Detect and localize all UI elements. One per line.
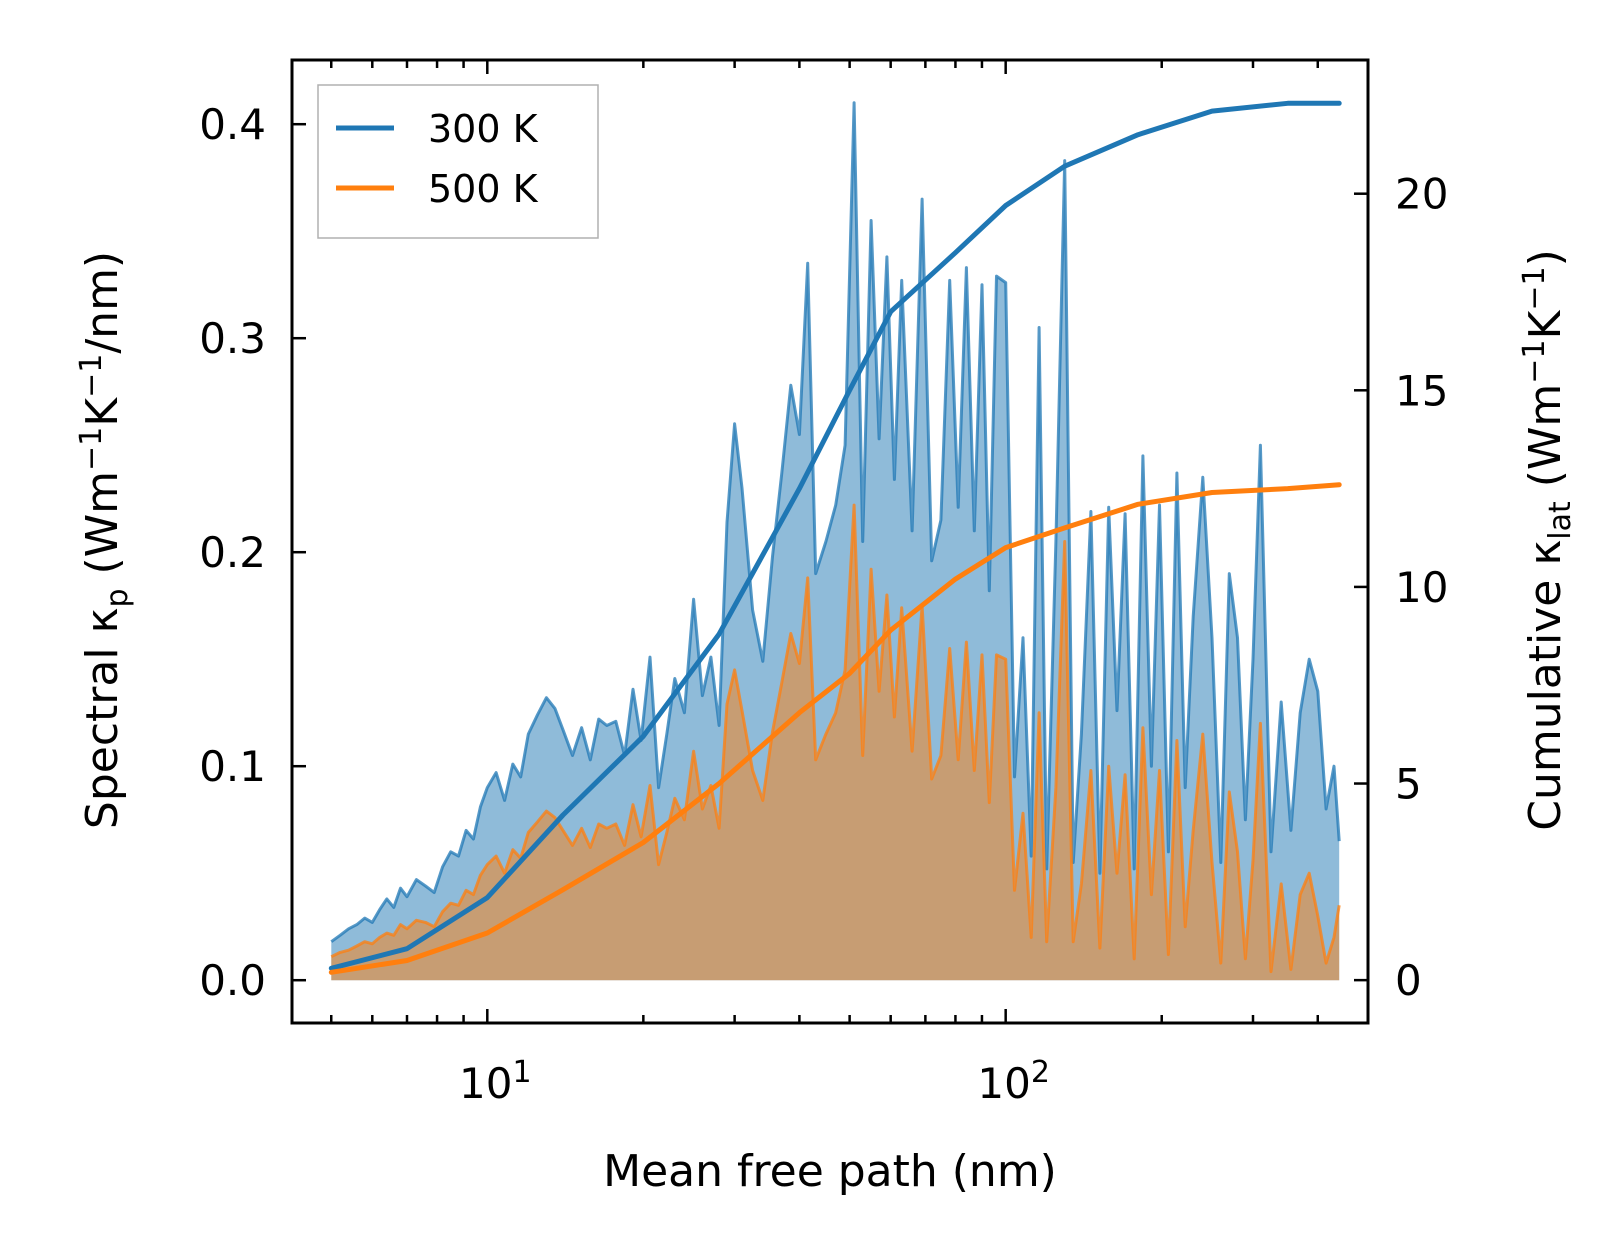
legend-label-300k: 300 K xyxy=(428,107,539,151)
axis-ticks xyxy=(292,60,1370,1023)
y-right-axis-title: Cumulative κlat (Wm−1K−1) xyxy=(1517,249,1578,831)
spectral-line-500k xyxy=(330,503,1341,974)
y-left-tick-label: 0.1 xyxy=(199,742,266,791)
spectral-line-300k xyxy=(330,101,1341,943)
y-right-tick-label: 15 xyxy=(1395,366,1448,415)
y-right-tick-label: 20 xyxy=(1395,170,1448,219)
x-axis-title: Mean free path (nm) xyxy=(603,1146,1057,1197)
legend-box xyxy=(317,84,599,239)
legend: 300 K 500 K xyxy=(317,84,599,239)
y-left-tick-label: 0.2 xyxy=(199,528,266,577)
cumulative-line-300k xyxy=(328,100,1342,971)
legend-label-500k: 500 K xyxy=(428,167,539,211)
y-left-axis-title: Spectral κp (Wm−1K−1/nm) xyxy=(74,251,135,829)
y-right-tick-label: 0 xyxy=(1395,956,1422,1005)
y-left-tick-label: 0.3 xyxy=(199,314,266,363)
y-left-tick-label: 0.0 xyxy=(199,956,266,1005)
spectral-fills xyxy=(331,102,1340,981)
x-tick-label-10: 101 xyxy=(459,1055,532,1108)
spectral-lines xyxy=(330,101,1341,974)
cumulative-line-500k xyxy=(328,482,1342,975)
x-tick-label-100: 102 xyxy=(977,1055,1050,1108)
y-right-tick-label: 10 xyxy=(1395,563,1448,612)
y-left-tick-label: 0.4 xyxy=(199,100,266,149)
spectral-fill-500k xyxy=(331,505,1340,981)
cumulative-lines xyxy=(328,100,1342,975)
plot-frame xyxy=(290,58,1370,1025)
spectral-fill-300k xyxy=(331,102,1340,981)
y-right-tick-label: 5 xyxy=(1395,760,1422,809)
